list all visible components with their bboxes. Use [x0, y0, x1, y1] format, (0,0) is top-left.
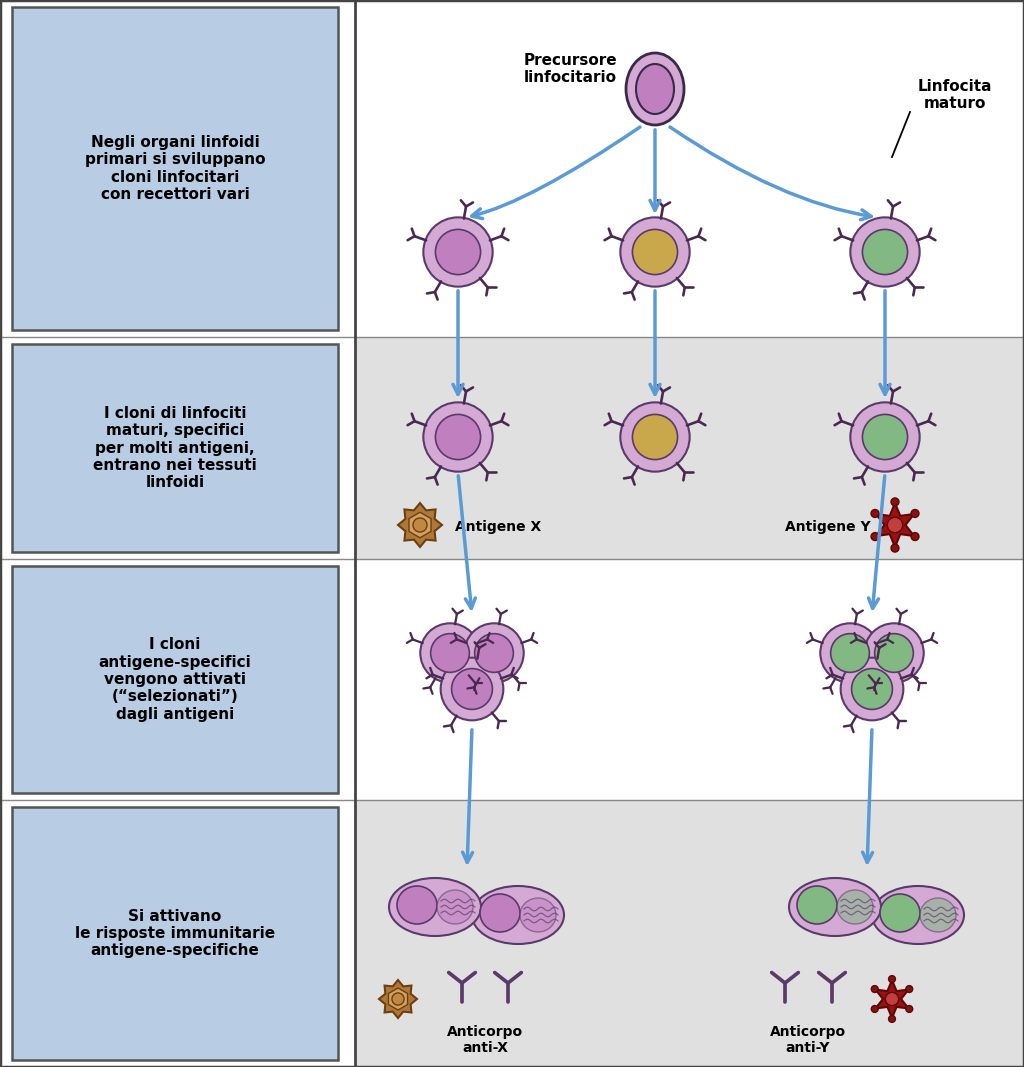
FancyBboxPatch shape — [12, 807, 338, 1060]
Ellipse shape — [440, 657, 504, 720]
Ellipse shape — [480, 894, 520, 931]
Ellipse shape — [621, 218, 689, 287]
Bar — [355, 0, 1024, 337]
Text: Anticorpo
anti-X: Anticorpo anti-X — [446, 1025, 523, 1055]
Ellipse shape — [435, 414, 480, 460]
Circle shape — [891, 544, 899, 552]
Text: Precursore
linfocitario: Precursore linfocitario — [523, 52, 616, 85]
Circle shape — [871, 986, 879, 992]
Ellipse shape — [841, 657, 903, 720]
FancyArrowPatch shape — [472, 127, 640, 219]
Text: Antigene X: Antigene X — [455, 520, 542, 534]
Circle shape — [889, 975, 895, 983]
Text: Negli organi linfoidi
primari si sviluppano
cloni linfocitari
con recettori vari: Negli organi linfoidi primari si svilupp… — [85, 134, 265, 202]
Ellipse shape — [431, 634, 469, 672]
Ellipse shape — [633, 229, 678, 274]
Ellipse shape — [420, 623, 479, 683]
Circle shape — [911, 532, 919, 541]
Ellipse shape — [626, 53, 684, 125]
Ellipse shape — [452, 669, 493, 710]
Ellipse shape — [636, 64, 674, 114]
Ellipse shape — [472, 886, 564, 944]
Ellipse shape — [920, 898, 956, 931]
Polygon shape — [388, 988, 408, 1010]
Ellipse shape — [864, 623, 924, 683]
Ellipse shape — [423, 402, 493, 472]
Ellipse shape — [464, 623, 523, 683]
FancyBboxPatch shape — [12, 7, 338, 330]
Bar — [355, 337, 1024, 559]
Ellipse shape — [475, 634, 513, 672]
Circle shape — [413, 517, 427, 532]
FancyBboxPatch shape — [12, 566, 338, 793]
Text: I cloni
antigene-specifici
vengono attivati
(“selezionati”)
dagli antigeni: I cloni antigene-specifici vengono attiv… — [98, 637, 251, 721]
Bar — [355, 559, 1024, 800]
Ellipse shape — [850, 218, 920, 287]
Circle shape — [906, 986, 912, 992]
Circle shape — [889, 1016, 895, 1022]
Circle shape — [871, 1005, 879, 1013]
Ellipse shape — [437, 890, 473, 924]
Circle shape — [871, 532, 879, 541]
Text: Anticorpo
anti-Y: Anticorpo anti-Y — [770, 1025, 846, 1055]
Circle shape — [392, 993, 404, 1005]
Circle shape — [891, 498, 899, 506]
Ellipse shape — [397, 886, 437, 924]
Circle shape — [906, 1005, 912, 1013]
Polygon shape — [409, 512, 431, 538]
Circle shape — [871, 509, 879, 517]
Ellipse shape — [862, 414, 907, 460]
Circle shape — [886, 992, 899, 1006]
Bar — [355, 800, 1024, 1067]
Ellipse shape — [874, 634, 913, 672]
Polygon shape — [398, 503, 442, 547]
Polygon shape — [876, 980, 908, 1018]
FancyBboxPatch shape — [12, 344, 338, 552]
Ellipse shape — [389, 878, 481, 936]
Polygon shape — [876, 503, 914, 547]
Ellipse shape — [820, 623, 880, 683]
Ellipse shape — [621, 402, 689, 472]
Ellipse shape — [837, 890, 873, 924]
Ellipse shape — [520, 898, 556, 931]
Text: I cloni di linfociti
maturi, specifici
per molti antigeni,
entrano nei tessuti
l: I cloni di linfociti maturi, specifici p… — [93, 405, 257, 491]
Ellipse shape — [862, 229, 907, 274]
Ellipse shape — [797, 886, 837, 924]
Ellipse shape — [830, 634, 869, 672]
Ellipse shape — [850, 402, 920, 472]
Circle shape — [888, 517, 903, 532]
FancyArrowPatch shape — [670, 127, 871, 220]
Text: Linfocita
maturo: Linfocita maturo — [918, 79, 992, 111]
Ellipse shape — [852, 669, 893, 710]
Ellipse shape — [633, 414, 678, 460]
Circle shape — [911, 509, 919, 517]
Ellipse shape — [435, 229, 480, 274]
Polygon shape — [379, 980, 417, 1018]
Ellipse shape — [790, 878, 881, 936]
Ellipse shape — [880, 894, 920, 931]
Text: Antigene Y: Antigene Y — [785, 520, 870, 534]
Ellipse shape — [872, 886, 964, 944]
Text: Si attivano
le risposte immunitarie
antigene-specifiche: Si attivano le risposte immunitarie anti… — [75, 909, 275, 958]
Ellipse shape — [423, 218, 493, 287]
